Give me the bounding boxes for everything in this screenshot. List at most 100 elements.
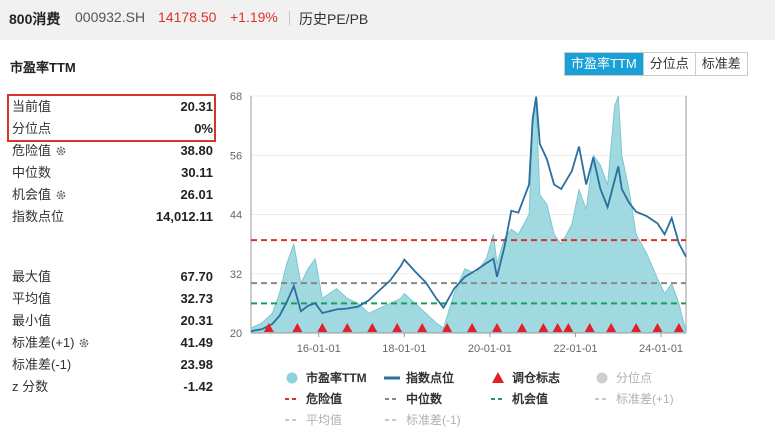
stat-label: 标准差(+1): [12, 332, 90, 356]
pe-chart[interactable]: 685644322031,78025,23618,68912,1425,5951…: [222, 86, 692, 371]
index-name: 800消费: [9, 11, 61, 27]
pe-area-series: [250, 95, 687, 334]
stat-label: z 分数: [12, 379, 49, 394]
signal-marker: [516, 323, 527, 332]
stat-value: 38.80: [180, 143, 213, 158]
signal-marker: [492, 323, 503, 332]
stat-value: 23.98: [180, 357, 213, 372]
signal-triangle-icon: [492, 372, 504, 383]
stats-table: 当前值 20.31 分位点 0% 危险值 38.80 中位数 30.11 机会值…: [11, 96, 213, 398]
std-plus-dash-icon: [595, 398, 609, 400]
signal-marker: [417, 323, 428, 332]
legend-label: 分位点: [616, 371, 653, 385]
history-pe-pb-link[interactable]: 历史PE/PB: [299, 11, 369, 27]
stat-index-point: 指数点位 14,012.11: [11, 206, 213, 228]
tab-percentile[interactable]: 分位点: [642, 53, 695, 75]
header-bar: 800消费 000932.SH 14178.50 +1.19% 历史PE/PB: [0, 0, 775, 36]
legend-label: 危险值: [306, 392, 343, 406]
median-dash-icon: [385, 398, 399, 400]
x-tick-label: 22-01-01: [553, 343, 597, 355]
std-minus-dash-icon: [385, 419, 399, 421]
stat-mean: 平均值 32.73: [11, 288, 213, 310]
gear-icon[interactable]: [55, 142, 67, 164]
stat-label: 标准差(-1): [12, 357, 72, 372]
stat-current: 当前值 20.31: [11, 96, 213, 118]
index-change: +1.19%: [230, 9, 278, 25]
index-code: 000932.SH: [75, 9, 146, 25]
signal-marker: [317, 323, 328, 332]
signal-marker: [652, 323, 663, 332]
signal-marker: [263, 323, 274, 332]
stat-label: 当前值: [12, 99, 52, 114]
stat-label-text: 标准差(+1): [12, 335, 75, 350]
signal-marker: [673, 323, 684, 332]
stat-value: 20.31: [180, 99, 213, 114]
signal-marker: [631, 323, 642, 332]
opportunity-dash-icon: [491, 398, 505, 400]
x-tick-label: 24-01-01: [639, 343, 683, 355]
panel-title: 市盈率TTM: [10, 60, 76, 75]
legend-label: 标准差(-1): [406, 413, 461, 427]
pe-circle-icon: [286, 372, 298, 384]
signal-marker: [467, 323, 478, 332]
stat-opportunity: 机会值 26.01: [11, 184, 213, 206]
current-value-highlight: [7, 94, 216, 142]
header-divider: [289, 11, 290, 25]
y-left-tick-label: 20: [230, 328, 242, 340]
valuation-panel: 市盈率TTM 市盈率TTM 分位点 标准差 当前值 20.31 分位点 0% 危…: [0, 40, 775, 432]
legend-label: 标准差(+1): [616, 392, 674, 406]
percentile-circle-icon: [596, 372, 608, 384]
y-left-tick-label: 32: [230, 269, 242, 281]
signal-marker: [563, 323, 574, 332]
x-tick-label: 20-01-01: [468, 343, 512, 355]
signal-marker: [442, 323, 453, 332]
stat-value: 0%: [194, 121, 213, 136]
tab-pe-ttm[interactable]: 市盈率TTM: [565, 53, 643, 75]
stat-label: 分位点: [12, 121, 52, 136]
gear-icon[interactable]: [55, 186, 67, 208]
signal-marker: [538, 323, 549, 332]
stat-value: -1.42: [183, 379, 213, 394]
stat-label: 平均值: [12, 291, 52, 306]
stat-min: 最小值 20.31: [11, 310, 213, 332]
signal-marker: [552, 323, 563, 332]
index-line-icon: [384, 376, 400, 380]
legend-label: 机会值: [512, 392, 549, 406]
stat-label: 机会值: [12, 184, 67, 208]
signal-marker: [292, 323, 303, 332]
stat-value: 14,012.11: [155, 209, 213, 224]
stat-std-plus: 标准差(+1) 41.49: [11, 332, 213, 354]
legend-label: 调仓标志: [512, 371, 561, 385]
index-price: 14178.50: [158, 9, 217, 25]
y-left-tick-label: 56: [230, 150, 242, 162]
stat-value: 20.31: [180, 313, 213, 328]
stat-label: 最大值: [12, 269, 52, 284]
tab-std-dev[interactable]: 标准差: [694, 53, 747, 75]
stat-value: 26.01: [180, 187, 213, 202]
legend-label: 指数点位: [406, 371, 455, 385]
signal-marker: [392, 323, 403, 332]
stat-std-minus: 标准差(-1) 23.98: [11, 354, 213, 376]
x-tick-label: 16-01-01: [297, 343, 341, 355]
stat-label-text: 机会值: [12, 187, 52, 202]
stat-max: 最大值 67.70: [11, 266, 213, 288]
x-tick-label: 18-01-01: [382, 343, 426, 355]
signal-marker: [606, 323, 617, 332]
stat-label: 危险值: [12, 140, 67, 164]
stat-zscore: z 分数 -1.42: [11, 376, 213, 398]
legend-label: 平均值: [306, 413, 343, 427]
stat-label-text: 危险值: [12, 143, 52, 158]
legend-label: 中位数: [406, 392, 443, 406]
stat-value: 30.11: [181, 165, 213, 180]
metric-tabs: 市盈率TTM 分位点 标准差: [564, 52, 748, 76]
stat-median: 中位数 30.11: [11, 162, 213, 184]
stat-spacer: [11, 228, 213, 266]
mean-dash-icon: [285, 419, 299, 421]
index-line-series: [250, 96, 687, 332]
stat-percentile: 分位点 0%: [11, 118, 213, 140]
stat-label: 最小值: [12, 313, 52, 328]
signal-marker: [342, 323, 353, 332]
stat-value: 32.73: [180, 291, 213, 306]
stat-label: 指数点位: [12, 209, 65, 224]
gear-icon[interactable]: [78, 334, 90, 356]
